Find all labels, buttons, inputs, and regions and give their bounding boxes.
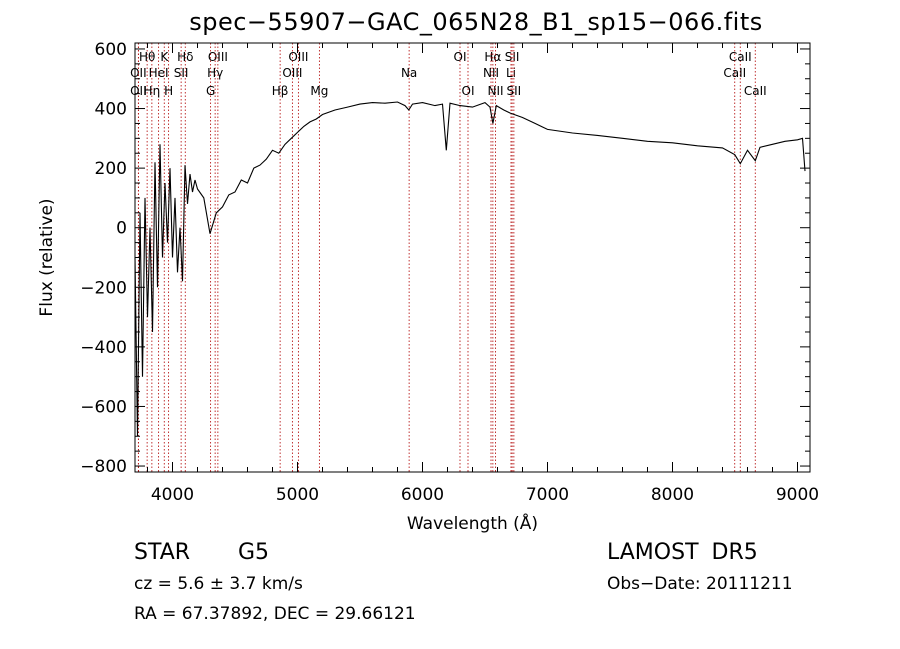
y-tick-label: 600 (95, 40, 127, 60)
marker-label: G (206, 84, 215, 98)
marker-label: OI (462, 84, 475, 98)
y-tick-label: −400 (80, 338, 127, 358)
marker-label: K (160, 50, 169, 64)
y-tick-label: 200 (95, 159, 127, 179)
marker-label: Mg (310, 84, 328, 98)
x-tick-label: 6000 (401, 485, 444, 505)
y-tick-label: 400 (95, 100, 127, 120)
marker-label: NII (487, 84, 503, 98)
obs-date-label: Obs−Date: 20111211 (607, 574, 793, 594)
x-axis-label: Wavelength (Å) (407, 512, 538, 534)
x-tick-label: 8000 (651, 485, 694, 505)
y-tick-label: −800 (80, 457, 127, 477)
marker-label: OIII (208, 50, 228, 64)
x-tick-label: 4000 (151, 485, 194, 505)
marker-label: NII (483, 66, 499, 80)
y-axis-label: Flux (relative) (37, 198, 57, 316)
marker-label: SII (507, 84, 522, 98)
marker-label: OI (454, 50, 467, 64)
chart-title: spec−55907−GAC_065N28_B1_sp15−066.fits (189, 8, 763, 36)
marker-label: SII (505, 50, 520, 64)
marker-label: HeI (149, 66, 169, 80)
subclass-label: G5 (238, 540, 270, 565)
marker-label: SII (174, 66, 189, 80)
marker-label: Hδ (177, 50, 193, 64)
spectrum-line (134, 101, 806, 437)
marker-label: CaII (723, 66, 746, 80)
marker-label: OIII (288, 50, 308, 64)
marker-label: Hα (484, 50, 501, 64)
marker-label: OII (130, 84, 147, 98)
marker-label: Hβ (272, 84, 289, 98)
cz-label: cz = 5.6 ± 3.7 km/s (134, 574, 303, 594)
marker-label: CaII (744, 84, 767, 98)
y-tick-label: 0 (116, 219, 127, 239)
marker-label: OIII (282, 66, 302, 80)
marker-label: Hγ (207, 66, 223, 80)
coordinates-label: RA = 67.37892, DEC = 29.66121 (134, 604, 416, 624)
x-tick-label: 7000 (526, 485, 569, 505)
y-tick-label: −600 (80, 397, 127, 417)
marker-label: H (164, 84, 173, 98)
marker-label: Na (401, 66, 417, 80)
marker-label: OII (130, 66, 147, 80)
marker-label: Hη (144, 84, 161, 98)
marker-label: Li (506, 66, 516, 80)
object-class-label: STAR (134, 540, 191, 565)
x-tick-label: 5000 (276, 485, 319, 505)
y-tick-label: −200 (80, 278, 127, 298)
survey-label: LAMOST DR5 (607, 540, 758, 565)
marker-label: Hθ (139, 50, 155, 64)
marker-label: CaII (729, 50, 752, 64)
x-tick-label: 9000 (776, 485, 819, 505)
